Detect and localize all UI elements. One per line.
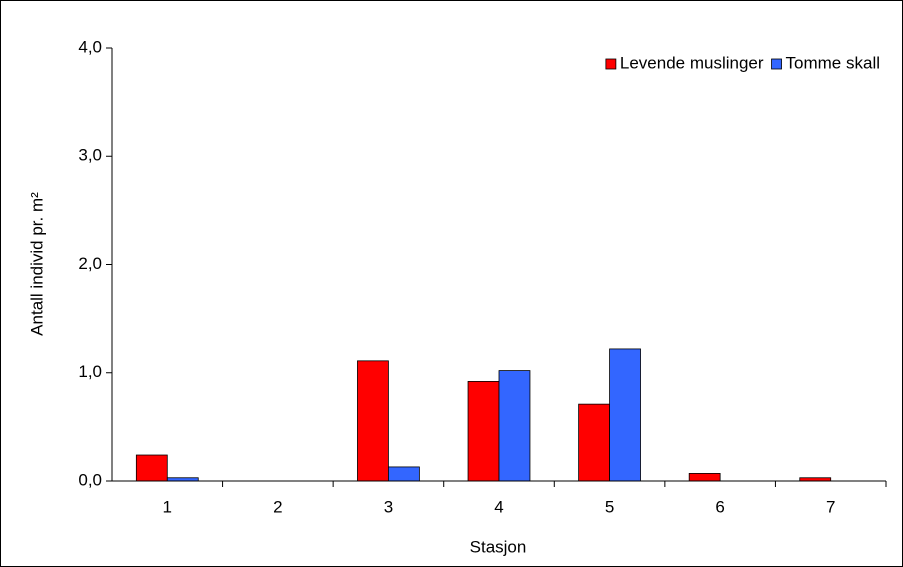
- legend-label: Tomme skall: [786, 53, 880, 72]
- x-tick-label: 7: [826, 497, 835, 516]
- y-tick-label: 0,0: [78, 470, 102, 489]
- x-tick-label: 4: [494, 497, 503, 516]
- x-tick-label: 5: [605, 497, 614, 516]
- y-tick-label: 4,0: [78, 37, 102, 56]
- legend-label: Levende muslinger: [620, 53, 764, 72]
- bar: [609, 348, 641, 482]
- y-tick-label: 3,0: [78, 146, 102, 165]
- bar: [578, 403, 610, 482]
- y-tick-label: 2,0: [78, 254, 102, 273]
- legend-swatch: [771, 58, 782, 70]
- x-tick-label: 6: [715, 497, 724, 516]
- x-axis-title: Stasjon: [470, 537, 527, 556]
- bar: [498, 370, 531, 482]
- legend-swatch: [605, 58, 617, 70]
- bar: [688, 473, 721, 482]
- x-tick-label: 3: [384, 497, 393, 516]
- bar: [388, 466, 420, 482]
- bar: [135, 454, 168, 482]
- y-tick-label: 1,0: [78, 362, 102, 381]
- bar: [467, 381, 500, 482]
- x-tick-label: 1: [163, 497, 172, 516]
- x-tick-label: 2: [273, 497, 282, 516]
- y-axis-title: Antall individ pr. m²: [27, 192, 46, 336]
- bar: [357, 360, 389, 482]
